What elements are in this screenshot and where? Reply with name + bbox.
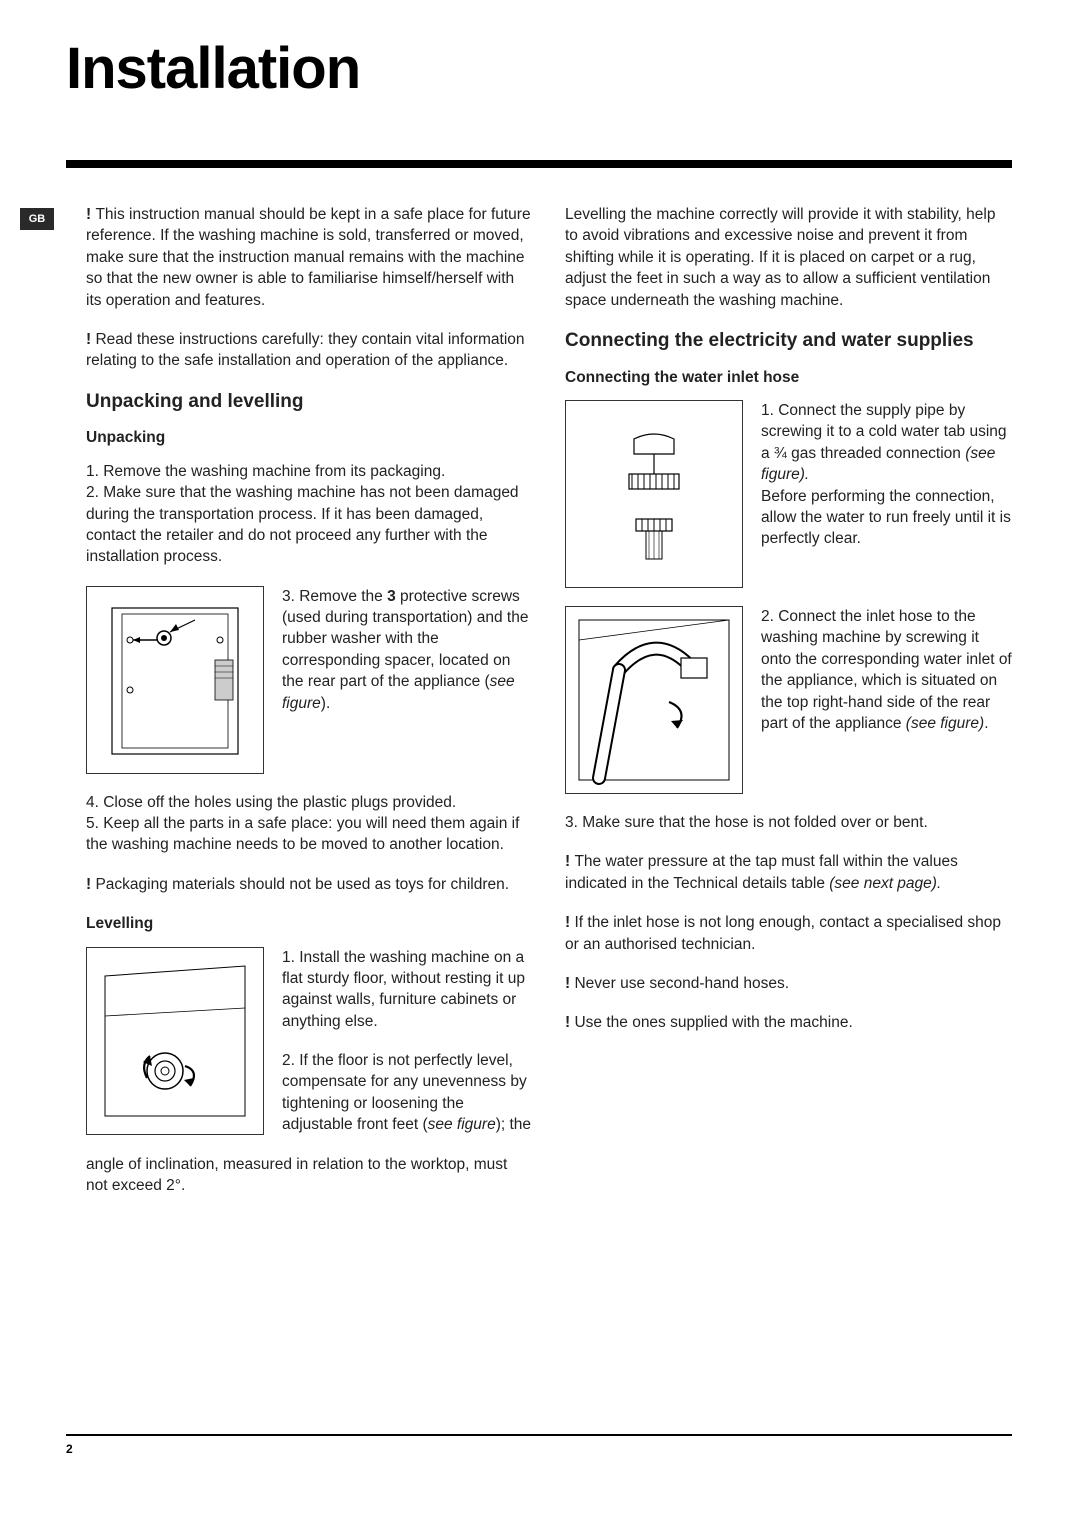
language-tab-column: GB <box>20 204 54 1214</box>
figure-inlet-connection <box>565 606 743 794</box>
pressure-warning: The water pressure at the tap must fall … <box>565 851 1012 894</box>
unpack-step-4: 4. Close off the holes using the plastic… <box>86 792 533 813</box>
figure-row-levelling: 1. Install the washing machine on a flat… <box>86 947 533 1136</box>
secondhand-hose-warning: Never use second-hand hoses. <box>565 973 1012 994</box>
right-column: Levelling the machine correctly will pro… <box>565 204 1012 1214</box>
intro-warning-2: Read these instructions carefully: they … <box>86 329 533 372</box>
two-columns: This instruction manual should be kept i… <box>86 204 1012 1214</box>
figure-row-screws: 3. Remove the 3 protective screws (used … <box>86 586 533 774</box>
footer-rule <box>66 1434 1012 1436</box>
page-number: 2 <box>66 1442 1012 1456</box>
thick-rule <box>66 160 1012 168</box>
connect-step-3: 3. Make sure that the hose is not folded… <box>565 812 1012 833</box>
figure-levelling-foot <box>86 947 264 1135</box>
unpack-step-1: 1. Remove the washing machine from its p… <box>86 461 533 482</box>
subhead-unpacking: Unpacking <box>86 427 533 448</box>
section-unpacking-levelling: Unpacking and levelling <box>86 390 533 414</box>
section-connecting: Connecting the electricity and water sup… <box>565 329 1012 353</box>
figure-row-tap: 1. Connect the supply pipe by screwing i… <box>565 400 1012 588</box>
unpack-step-3: 3. Remove the 3 protective screws (used … <box>282 586 533 714</box>
content-area: GB This instruction manual should be kep… <box>20 204 1012 1214</box>
packaging-warning: Packaging materials should not be used a… <box>86 874 533 895</box>
connect-step-1: 1. Connect the supply pipe by screwing i… <box>761 400 1012 550</box>
figure-back-panel <box>86 586 264 774</box>
connect-step-2: 2. Connect the inlet hose to the washing… <box>761 606 1012 734</box>
intro-warning-1: This instruction manual should be kept i… <box>86 204 533 311</box>
figure-tap-connection <box>565 400 743 588</box>
subhead-inlet-hose: Connecting the water inlet hose <box>565 367 1012 388</box>
language-badge: GB <box>20 208 54 230</box>
levelling-step-2a: 2. If the floor is not perfectly level, … <box>282 1050 533 1136</box>
hose-length-warning: If the inlet hose is not long enough, co… <box>565 912 1012 955</box>
levelling-steps: 1. Install the washing machine on a flat… <box>282 947 533 1136</box>
levelling-context: Levelling the machine correctly will pro… <box>565 204 1012 311</box>
subhead-levelling: Levelling <box>86 913 533 934</box>
unpack-step-2: 2. Make sure that the washing machine ha… <box>86 482 533 568</box>
left-column: This instruction manual should be kept i… <box>86 204 533 1214</box>
page-title: Installation <box>66 35 1012 102</box>
unpack-step-5: 5. Keep all the parts in a safe place: y… <box>86 813 533 856</box>
levelling-step-2c: angle of inclination, measured in relati… <box>86 1154 533 1197</box>
supplied-hose-warning: Use the ones supplied with the machine. <box>565 1012 1012 1033</box>
levelling-step-1: 1. Install the washing machine on a flat… <box>282 947 533 1033</box>
figure-row-inlet: 2. Connect the inlet hose to the washing… <box>565 606 1012 794</box>
